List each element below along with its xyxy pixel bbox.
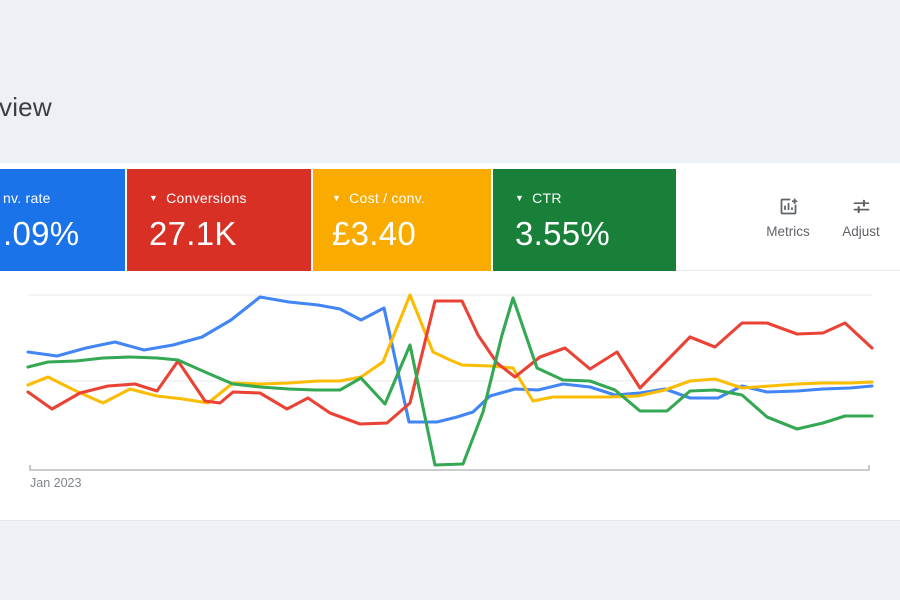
- x-axis-line: [29, 465, 870, 471]
- footer-background: [0, 520, 900, 600]
- adjust-button-label: Adjust: [842, 224, 880, 239]
- metric-value: 3.55%: [515, 215, 611, 252]
- toolbar-divider: [676, 270, 900, 271]
- chart-line-ctr: [26, 296, 874, 467]
- metric-label: CTR: [532, 190, 562, 206]
- dropdown-arrow-icon: ▼: [332, 193, 342, 203]
- metric-card-cost-per-conv[interactable]: ▼ Cost / conv. £3.40: [313, 169, 491, 271]
- metric-label: Cost / conv.: [349, 190, 426, 206]
- metric-card-conversions[interactable]: ▼ Conversions 27.1K: [127, 169, 311, 271]
- page-title: view: [0, 92, 52, 122]
- x-axis-label: Jan 2023: [30, 476, 82, 490]
- add-chart-icon: [780, 198, 797, 215]
- dropdown-arrow-icon: ▼: [149, 193, 159, 203]
- metrics-button-label: Metrics: [766, 224, 810, 239]
- metric-value: £3.40: [332, 215, 417, 252]
- metric-label: Conversions: [166, 190, 247, 206]
- overview-panel: nv. rate .09% ▼ Conversions 27.1K ▼ Cost…: [0, 163, 900, 520]
- adjust-button[interactable]: Adjust: [829, 196, 893, 252]
- chart-line-cost-per-conv: [26, 293, 874, 405]
- chart-line-conversions: [26, 299, 874, 426]
- sliders-icon: [853, 199, 869, 214]
- metric-card-ctr[interactable]: ▼ CTR 3.55%: [493, 169, 676, 271]
- metric-value: 27.1K: [149, 215, 237, 252]
- metric-card-conv-rate[interactable]: nv. rate .09%: [0, 169, 125, 271]
- dropdown-arrow-icon: ▼: [515, 193, 525, 203]
- metrics-button[interactable]: Metrics: [756, 196, 820, 252]
- metric-label: nv. rate: [3, 190, 51, 206]
- metric-value: .09%: [3, 215, 80, 252]
